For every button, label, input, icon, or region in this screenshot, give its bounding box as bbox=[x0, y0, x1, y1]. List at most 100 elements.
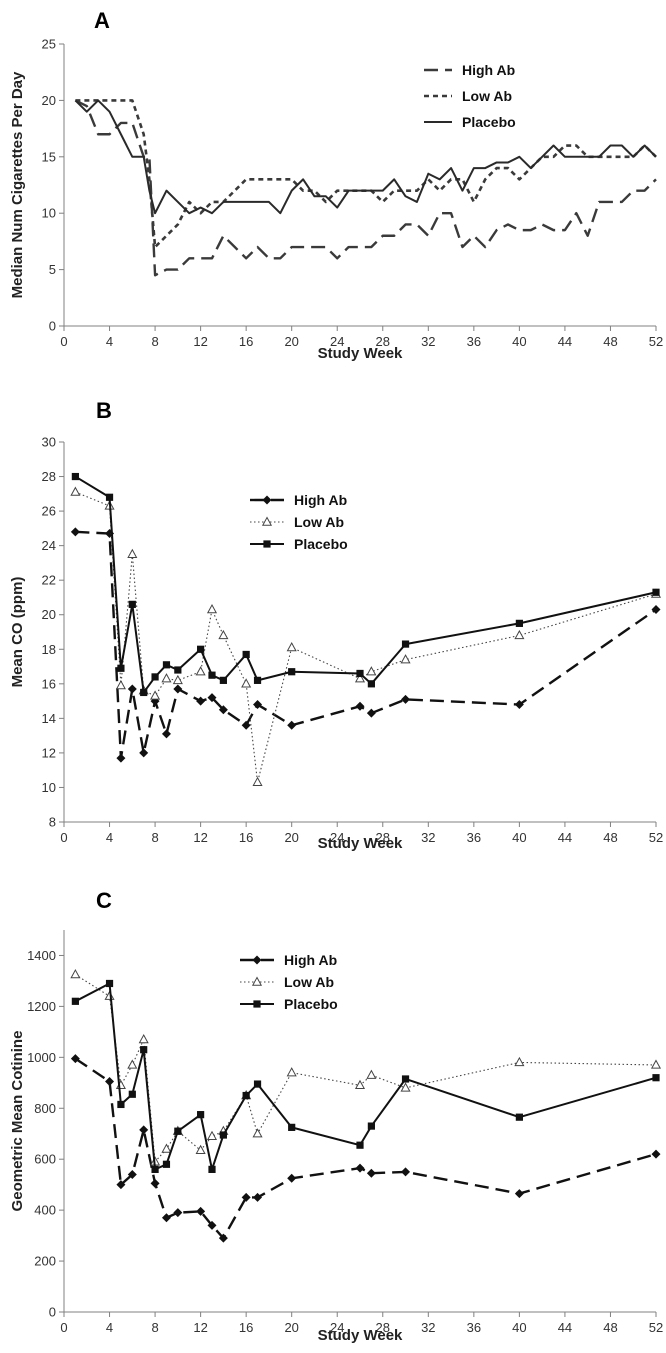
panel-a-x-tick-label: 24 bbox=[330, 334, 344, 349]
panel-c-series-low-ab-point bbox=[138, 1033, 149, 1044]
panel-b-series-placebo-point bbox=[242, 650, 250, 659]
panel-c-series-placebo-line bbox=[74, 982, 657, 1171]
panel-a-y-tick-label: 15 bbox=[42, 149, 56, 164]
panel-b-series-high-ab-point bbox=[70, 527, 80, 537]
panel-a-x-tick-label: 12 bbox=[193, 334, 207, 349]
panel-b-series-high-ab-point bbox=[241, 720, 251, 730]
panel-c-x-tick-label: 12 bbox=[193, 1320, 207, 1335]
panel-b-letter: B bbox=[96, 398, 112, 423]
panel-c-series-high-ab-point bbox=[127, 1169, 137, 1179]
panel-b-series-placebo-point bbox=[288, 668, 296, 676]
panel-c-series-high-ab-point bbox=[116, 1180, 126, 1190]
panel-b-series-placebo-point bbox=[219, 676, 227, 684]
panel-c-y-axis-title: Geometric Mean Cotinine bbox=[9, 1031, 26, 1212]
panel-b-series-low-ab-point bbox=[70, 486, 81, 496]
panel-c-y-tick-label: 200 bbox=[34, 1254, 56, 1269]
panel-b-series-high-ab-point bbox=[287, 720, 297, 730]
panel-b-series-high-ab-point bbox=[253, 700, 263, 710]
panel-b-y-tick-label: 26 bbox=[42, 504, 56, 519]
panel-b-series-placebo-point bbox=[140, 688, 148, 697]
panel-c-series-high-ab-point bbox=[401, 1167, 411, 1177]
panel-a-x-tick-label: 44 bbox=[558, 334, 572, 349]
panel-a-x-tick-label: 16 bbox=[239, 334, 253, 349]
panel-b-x-tick-label: 28 bbox=[376, 830, 390, 845]
panel-c-x-tick-label: 4 bbox=[106, 1320, 113, 1335]
panel-b-series-low-ab-point bbox=[286, 642, 297, 652]
panel-c-series-placebo-point bbox=[128, 1090, 136, 1098]
panel-c-series-high-ab-point bbox=[218, 1233, 228, 1243]
panel-c-series-placebo-point bbox=[242, 1091, 250, 1100]
panel-a-series-high-ab-line bbox=[74, 99, 657, 277]
panel-b-series-low-ab-point bbox=[127, 548, 138, 558]
panel-b-x-tick-label: 16 bbox=[239, 830, 253, 845]
panel-c-series-low-ab-point bbox=[366, 1069, 377, 1079]
panel-b-y-tick-label: 8 bbox=[49, 815, 56, 830]
panel-b-series-high-ab-point bbox=[366, 708, 376, 718]
panel-c-series-low-ab-point bbox=[354, 1079, 366, 1090]
panel-c-series-placebo-point bbox=[219, 1131, 227, 1139]
panel-a-x-tick-label: 8 bbox=[151, 334, 158, 349]
panel-b-series-placebo-point bbox=[174, 666, 182, 674]
panel-c-x-tick-label: 48 bbox=[603, 1320, 617, 1335]
panel-b-series-placebo-point bbox=[253, 676, 262, 684]
panel-b-x-tick-label: 24 bbox=[330, 830, 344, 845]
panel-c-series-high-ab-point bbox=[287, 1173, 297, 1183]
panel-c-series-high-ab-point bbox=[161, 1213, 171, 1223]
panel-b-series-low-ab-point bbox=[514, 629, 525, 640]
panel-b-series-high-ab-point bbox=[173, 684, 183, 694]
panel-b-series-placebo-point bbox=[515, 619, 523, 627]
panel-b-y-tick-label: 24 bbox=[42, 538, 56, 553]
panel-c-series-placebo-point bbox=[208, 1165, 216, 1173]
panel-b-y-tick-label: 22 bbox=[42, 573, 56, 588]
panel-b-series-low-ab-point bbox=[252, 776, 263, 786]
panel-c-x-tick-label: 20 bbox=[284, 1320, 298, 1335]
panel-c-x-axis-title: Study Week bbox=[318, 1327, 403, 1344]
panel-c-x-tick-label: 24 bbox=[330, 1320, 344, 1335]
panel-c-y-tick-label: 800 bbox=[34, 1101, 56, 1116]
panel-a-letter: A bbox=[94, 8, 110, 33]
panel-c-series-placebo-point bbox=[401, 1075, 410, 1083]
panel-c-legend-high-ab-label: High Ab bbox=[284, 952, 337, 968]
panel-c-series-low-ab-point bbox=[206, 1130, 218, 1140]
panel-b-series-placebo-point bbox=[117, 664, 125, 672]
panel-b-series-placebo-point bbox=[151, 673, 159, 681]
panel-b-series-low-ab-point bbox=[366, 666, 377, 676]
panel-b-series-placebo-point bbox=[356, 669, 364, 678]
panel-c-series-low-ab-point bbox=[514, 1056, 525, 1067]
panel-c-x-tick-label: 0 bbox=[60, 1320, 67, 1335]
panel-b-series-placebo-line bbox=[74, 475, 657, 694]
panel-c-series-placebo-point bbox=[652, 1074, 660, 1082]
panel-c-y-tick-label: 400 bbox=[34, 1203, 56, 1218]
panel-b-series-low-ab-point bbox=[400, 654, 411, 664]
panel-c-letter: C bbox=[96, 888, 112, 913]
panel-b-series-high-ab-point bbox=[127, 684, 137, 694]
panel-c-series-low-ab-point bbox=[252, 1128, 263, 1138]
panel-b-series-placebo-point bbox=[401, 640, 410, 648]
panel-b-x-tick-label: 44 bbox=[558, 830, 572, 845]
panel-c-series-placebo-point bbox=[253, 1080, 262, 1088]
panel-b-series-high-ab-point bbox=[161, 729, 171, 739]
panel-c-series-high-ab-point bbox=[355, 1163, 365, 1173]
panel-b-series-low-ab-point bbox=[195, 666, 206, 676]
panel-a-y-tick-label: 5 bbox=[49, 262, 56, 277]
panel-a-y-tick-label: 10 bbox=[42, 206, 56, 221]
panel-b-x-tick-label: 8 bbox=[151, 830, 158, 845]
panel-c-legend-placebo-label: Placebo bbox=[284, 996, 338, 1012]
panel-c-x-tick-label: 36 bbox=[467, 1320, 481, 1335]
panel-b-legend-high-ab-marker bbox=[262, 495, 272, 505]
panel-b-y-tick-label: 14 bbox=[42, 711, 56, 726]
panel-c-series-placebo-point bbox=[356, 1141, 364, 1149]
panel-b-series-low-ab-point bbox=[218, 629, 229, 640]
panel-b-series-placebo-point bbox=[208, 671, 216, 679]
panel-c-x-tick-label: 44 bbox=[558, 1320, 572, 1335]
panel-c-series-high-ab-point bbox=[150, 1178, 160, 1188]
panel-b-x-tick-label: 52 bbox=[649, 830, 663, 845]
panel-c-series-high-ab-point bbox=[139, 1125, 149, 1135]
panel-c-series-low-ab-line bbox=[75, 974, 657, 1163]
panel-a-x-tick-label: 52 bbox=[649, 334, 663, 349]
panel-b-y-axis-title: Mean CO (ppm) bbox=[9, 577, 26, 688]
panel-b-y-tick-label: 30 bbox=[42, 435, 56, 450]
panel-c-series-low-ab-point bbox=[70, 969, 81, 979]
panel-c-series-high-ab-point bbox=[196, 1206, 206, 1216]
